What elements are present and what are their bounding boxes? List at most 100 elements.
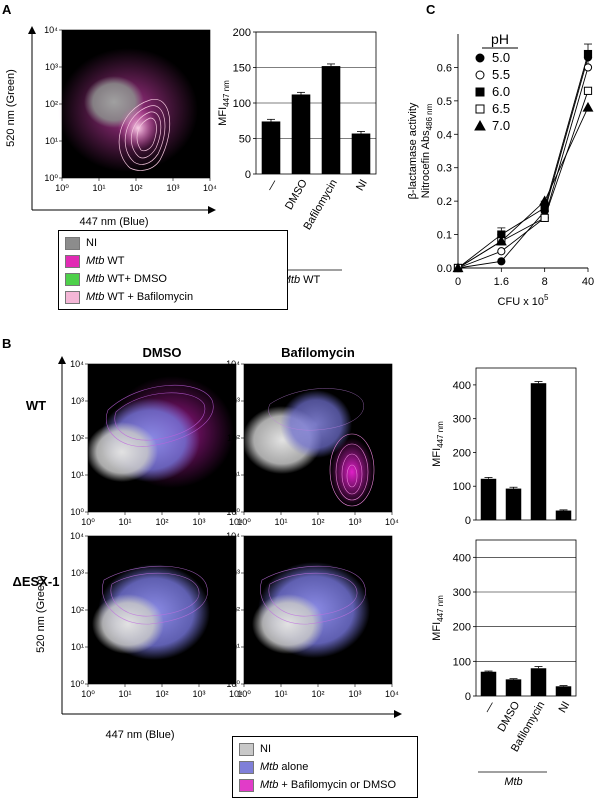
legend-item: NI	[59, 234, 287, 252]
a-y-tick-label: 10⁴	[44, 25, 58, 35]
b-esx-dmso-y-tick-label: 10¹	[71, 642, 84, 652]
bar	[261, 121, 281, 174]
b-esx-baf-y-tick-label: 10⁴	[226, 531, 240, 541]
y-axis-label-sub: 447 nm	[222, 80, 231, 107]
b-wt-baf-x-tick-label: 10³	[348, 517, 361, 527]
legend-item-ph-7.0: 7.0	[492, 118, 510, 133]
category-label: NI	[557, 699, 573, 715]
y-tick-label: 400	[453, 552, 471, 564]
y-axis-label-sub: 447 nm	[436, 421, 445, 448]
category-label: —	[264, 177, 280, 193]
y-tick-label: 0.5	[437, 96, 452, 108]
b-esx-dmso-x-tick-label: 10²	[155, 689, 168, 699]
y-axis-label: MFI447 nm	[431, 595, 445, 641]
y-tick-label: 0.0	[437, 263, 452, 275]
bar	[555, 510, 572, 520]
legend-label: Mtb alone	[260, 761, 309, 773]
b-wt-dmso-x-tick-label: 10⁰	[81, 517, 95, 527]
point-marker	[474, 119, 486, 131]
a-x-tick-label: 10¹	[92, 183, 105, 193]
legend-label: NI	[86, 237, 97, 249]
y-tick-label: 200	[453, 447, 471, 459]
point-marker	[583, 63, 593, 72]
panel-a-x-axis-label: 447 nm (Blue)	[79, 216, 148, 228]
panel-b-y-axis-label: 520 nm (Green)	[35, 575, 47, 653]
panel-b-x-axis-label: 447 nm (Blue)	[105, 729, 174, 741]
category-label: NI	[354, 177, 370, 193]
b-wt-baf-x-tick-label: 10⁴	[385, 517, 399, 527]
legend-label-italic: Mtb	[260, 761, 279, 773]
bar	[530, 383, 547, 520]
a-x-tick-label: 10⁰	[55, 183, 69, 193]
b-esx-baf-x-tick-label: 10⁴	[385, 689, 399, 699]
y-tick-label: 50	[239, 134, 251, 146]
panel-a-contours	[118, 99, 171, 171]
y-tick-label: 200	[233, 27, 251, 39]
legend-item: Mtb + Bafilomycin or DMSO	[233, 776, 417, 794]
legend-swatch	[65, 290, 80, 304]
point-marker	[452, 262, 464, 273]
panel-b-letter: B	[2, 336, 12, 351]
point-marker	[539, 195, 551, 206]
panel-b-scatter-esx1-bafilomycin	[244, 536, 392, 684]
b-wt-dmso-x-tick-label: 10³	[192, 517, 205, 527]
b-wt-baf-x-tick-label: 10⁰	[237, 517, 251, 527]
category-label: DMSO	[496, 699, 523, 734]
legend-swatch	[65, 254, 80, 268]
group-label-text: WT	[300, 274, 320, 286]
b-wt-dmso-y-tick-label: 10³	[71, 396, 84, 406]
legend-label: Mtb WT	[86, 255, 125, 267]
point-marker	[540, 203, 549, 212]
legend-item-ph-5.5: 5.5	[492, 67, 510, 82]
legend-item: Mtb WT+ DMSO	[59, 270, 287, 288]
point-marker	[497, 257, 506, 266]
panel-a-y-axis-arrow	[28, 26, 36, 210]
x-tick-label: 40	[582, 276, 594, 288]
b-wt-dmso-x-tick-label: 10²	[155, 517, 168, 527]
legend-swatch	[239, 760, 254, 774]
y-tick-label: 100	[453, 481, 471, 493]
bar	[321, 66, 341, 174]
bar	[291, 94, 311, 174]
point-marker	[475, 104, 485, 114]
a-x-tick-label: 10⁴	[203, 183, 217, 193]
b-esx-dmso-y-tick-label: 10²	[71, 605, 84, 615]
x-tick-label: 1.6	[494, 276, 509, 288]
y-axis-label-sub: 447 nm	[436, 595, 445, 622]
panel-b-legend: NI Mtb alone Mtb + Bafilomycin or DMSO	[232, 736, 418, 798]
legend-swatch	[239, 778, 254, 792]
y-tick-label: 300	[453, 587, 471, 599]
legend-label: NI	[260, 743, 271, 755]
y-tick-label: 0.6	[437, 62, 452, 74]
point-marker	[475, 87, 485, 97]
point-marker	[583, 49, 593, 59]
b-esx-baf-x-tick-label: 10³	[348, 689, 361, 699]
y-tick-label: 0.4	[437, 129, 452, 141]
panel-b-x-axis-arrow	[62, 710, 402, 718]
legend-label: Mtb + Bafilomycin or DMSO	[260, 779, 397, 791]
legend-item: Mtb WT + Bafilomycin	[59, 288, 287, 306]
panel-a-letter: A	[2, 2, 12, 17]
point-marker	[475, 53, 485, 63]
panel-b-scatter-esx1-dmso	[88, 536, 236, 684]
b-esx-baf-y-tick-label: 10²	[227, 605, 240, 615]
b-wt-dmso-y-tick-label: 10²	[71, 433, 84, 443]
b-esx-dmso-x-tick-label: 10⁴	[229, 689, 243, 699]
panel-b-scatter-wt-dmso	[86, 364, 236, 512]
y-tick-label: 150	[233, 63, 251, 75]
b-wt-dmso-y-tick-label: 10¹	[71, 470, 84, 480]
panel-b-scatter-wt-bafilomycin	[242, 364, 392, 512]
group-label-italic: Mtb	[504, 776, 522, 788]
y-tick-label: 200	[453, 622, 471, 634]
b-esx-dmso-y-tick-label: 10⁴	[70, 531, 84, 541]
point-marker	[495, 235, 507, 246]
bar	[505, 488, 522, 520]
b-esx-baf-x-tick-label: 10⁰	[237, 689, 251, 699]
b-wt-dmso-y-tick-label: 10⁰	[70, 507, 84, 517]
legend-item-ph-6.5: 6.5	[492, 101, 510, 116]
b-esx-dmso-y-tick-label: 10⁰	[70, 679, 84, 689]
a-y-tick-label: 10²	[45, 99, 58, 109]
panel-b-row-title-esx1: ΔESX-1	[13, 574, 60, 589]
